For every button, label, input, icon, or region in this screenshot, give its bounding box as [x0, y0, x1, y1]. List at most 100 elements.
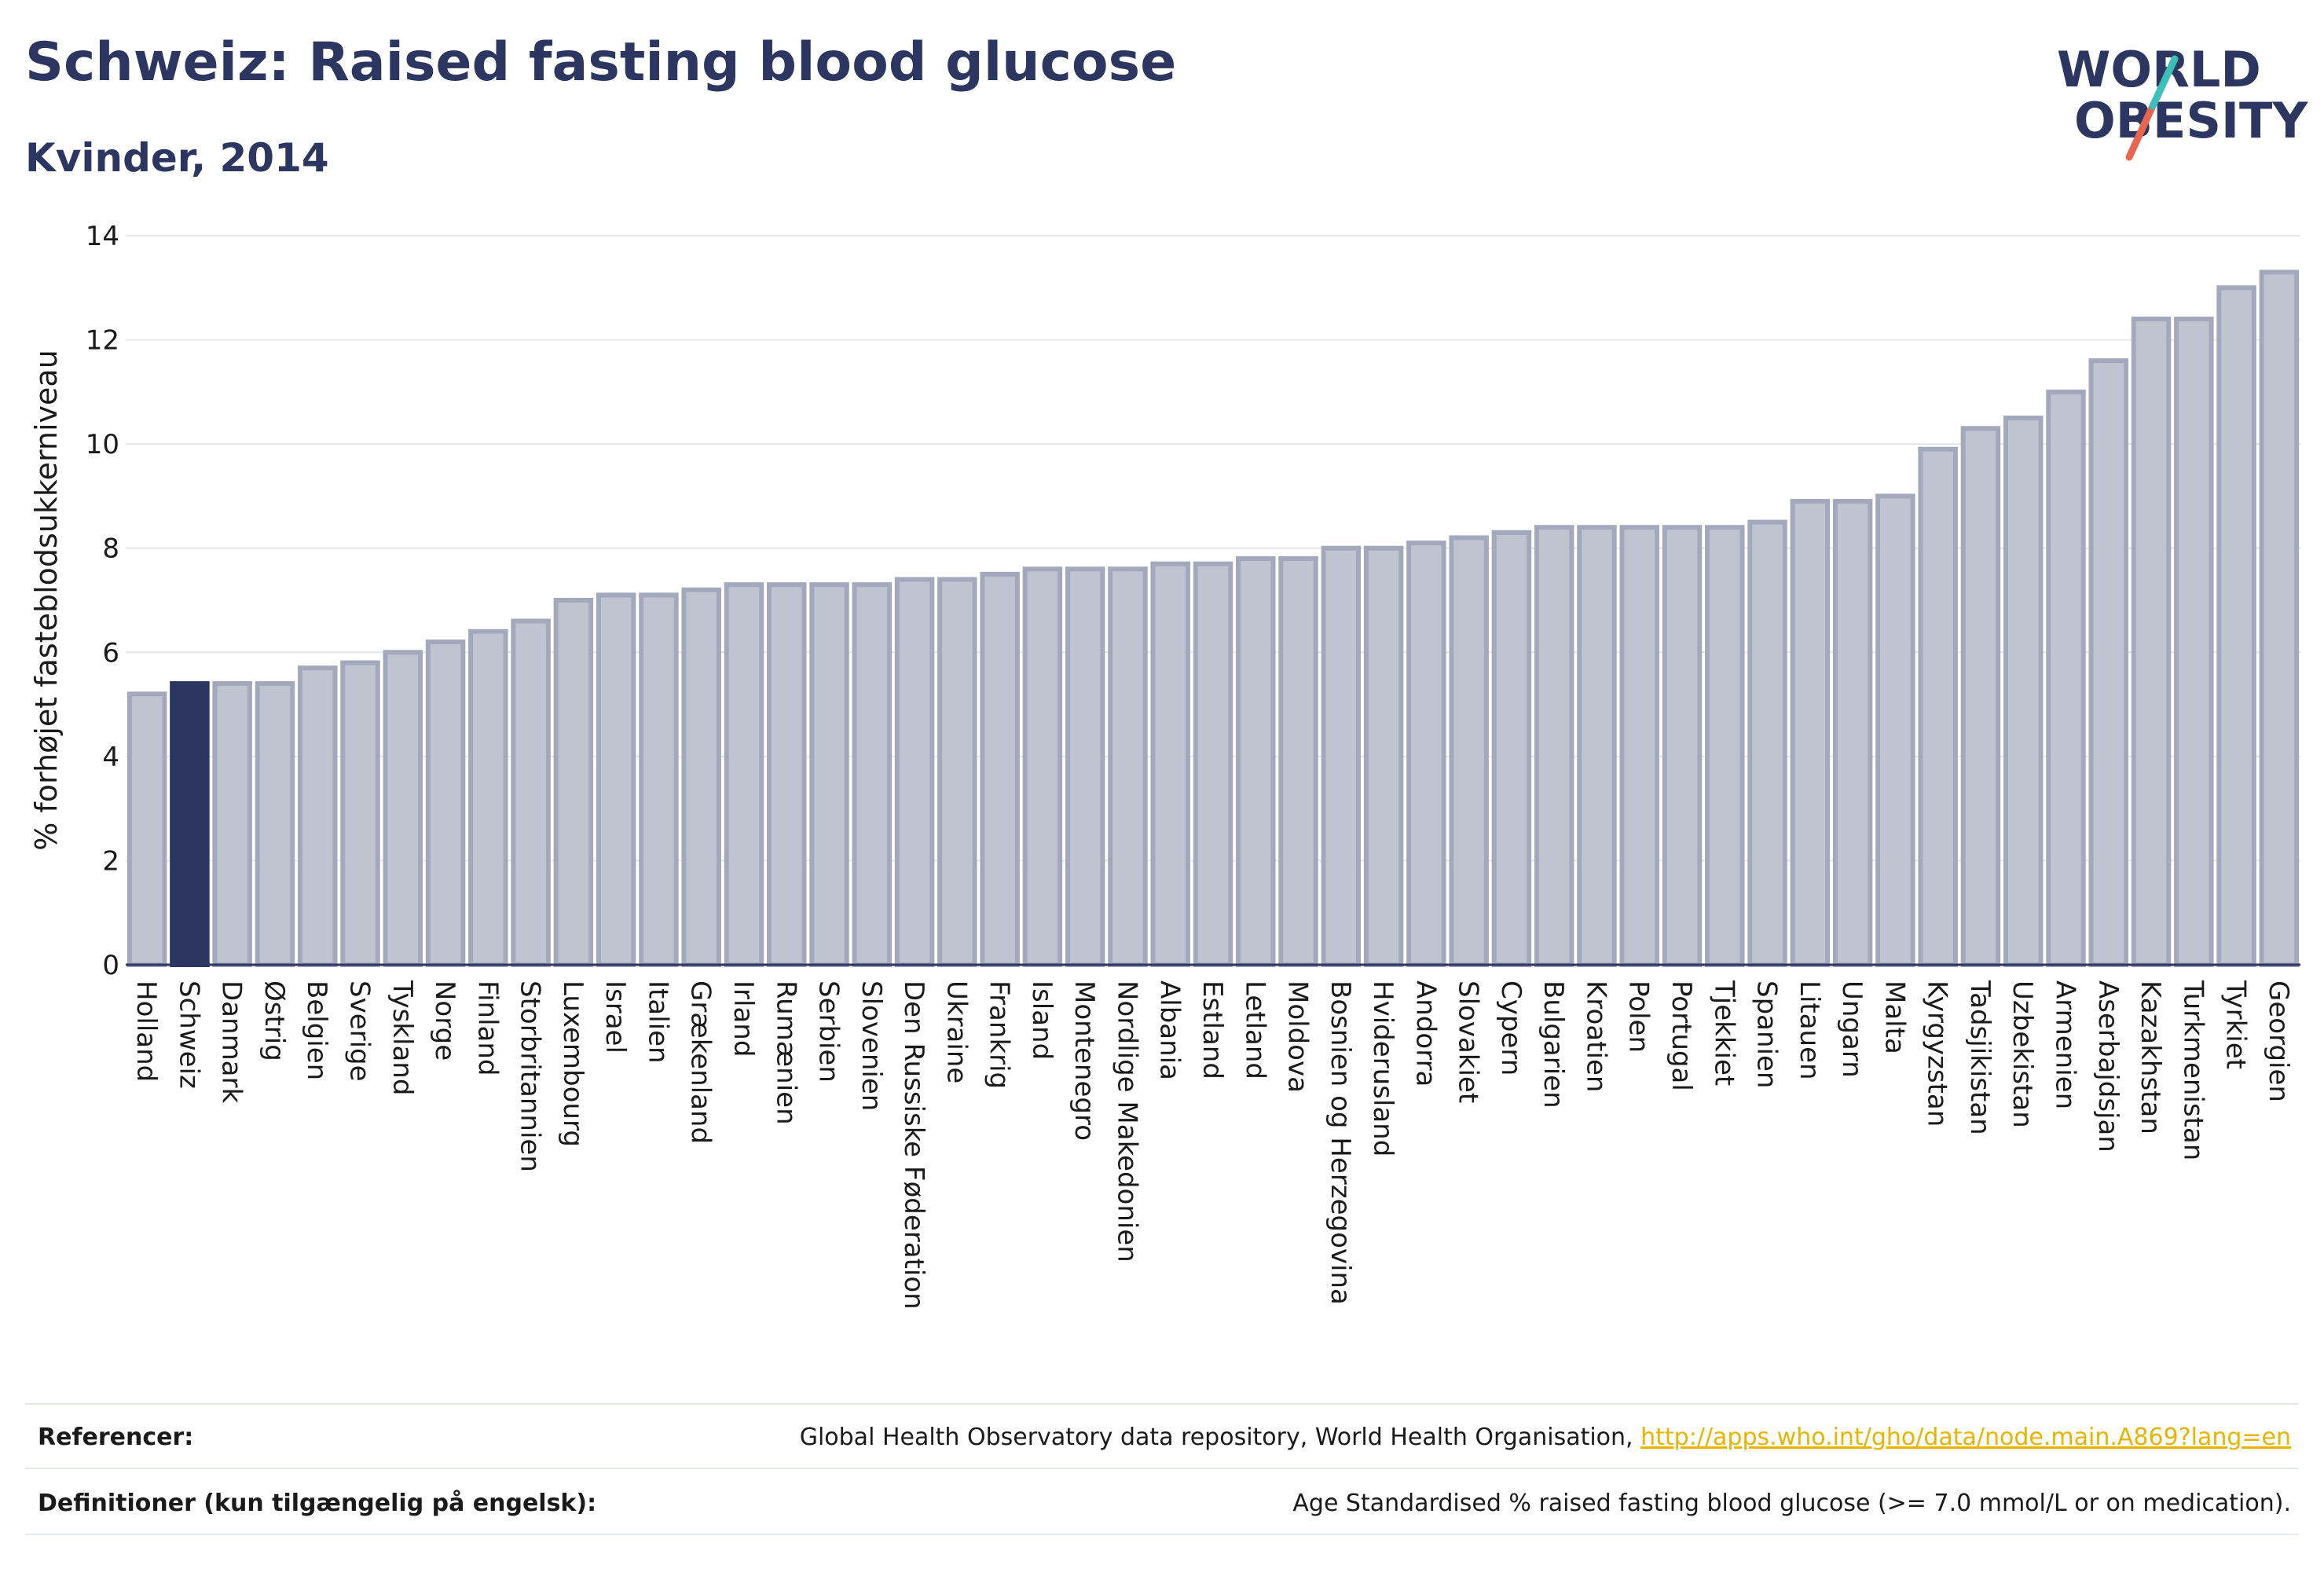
bar-25 — [1193, 561, 1233, 967]
bar-24 — [1150, 561, 1190, 967]
x-tick-label: Tjekkiet — [1708, 980, 1739, 1086]
y-tick-label: 6 — [102, 637, 119, 669]
bar-36 — [1662, 525, 1703, 967]
x-tick-label: Slovenien — [856, 980, 887, 1111]
bar-15 — [767, 582, 807, 967]
definitions-label: Definitioner (kun tilgængelig på engelsk… — [38, 1490, 597, 1517]
bar-49 — [2216, 285, 2256, 967]
x-tick-label: Moldova — [1282, 980, 1314, 1093]
bar-22 — [1065, 566, 1105, 967]
y-axis-label: % forhøjet fasteblodsukkerniveau — [29, 350, 64, 851]
bar-30 — [1406, 541, 1446, 967]
x-tick-label: Tyrkiet — [2220, 980, 2252, 1069]
bar-35 — [1619, 525, 1659, 967]
x-tick-label: Hviderusland — [1367, 980, 1398, 1156]
references-value: Global Health Observatory data repositor… — [800, 1424, 2291, 1451]
bar-10 — [553, 598, 594, 967]
y-tick-label: 12 — [86, 325, 119, 357]
y-tick-label: 4 — [102, 742, 119, 773]
bar-chart: 0 2 4 6 8 10 12 14 % forhøjet fasteblodsukkerniv… — [29, 221, 2300, 1310]
y-tick-label: 14 — [86, 221, 119, 252]
world-obesity-logo: WORLD OBESITY — [2057, 41, 2308, 161]
bar-31 — [1449, 535, 1489, 967]
x-tick-label: Rumænien — [770, 980, 801, 1125]
x-tick-label: Malta — [1879, 980, 1910, 1054]
bar-19 — [937, 577, 977, 967]
x-tick-label: Portugal — [1666, 980, 1697, 1091]
x-tick-label: Spanien — [1751, 980, 1783, 1088]
x-tick-label: Italien — [642, 980, 673, 1064]
x-tick-label: Serbien — [813, 980, 845, 1083]
x-tick-label: Holland — [130, 980, 162, 1082]
x-tick-label: Litauen — [1794, 980, 1825, 1080]
bar-6 — [383, 650, 423, 967]
bar-7 — [425, 640, 466, 967]
x-tick-label: Slovakiet — [1453, 980, 1484, 1103]
references-text: Global Health Observatory data repositor… — [799, 1424, 1633, 1451]
logo-line2: OBESITY — [2074, 92, 2308, 149]
bar-50 — [2259, 269, 2300, 967]
x-tick-label: Storbritannien — [515, 980, 546, 1172]
x-tick-label: Kroatien — [1580, 980, 1611, 1092]
bar-8 — [468, 629, 508, 967]
bar-27 — [1278, 555, 1318, 967]
x-tick-label: Albania — [1154, 980, 1186, 1080]
bar-34 — [1577, 525, 1617, 967]
y-tick-label: 8 — [102, 533, 119, 565]
x-tick-label: Polen — [1623, 980, 1655, 1053]
x-tick-label: Østrig — [258, 980, 290, 1061]
x-tick-label: Cypern — [1495, 980, 1527, 1076]
bar-16 — [809, 582, 849, 967]
x-tick-label: Bosnien og Herzegovina — [1325, 980, 1356, 1305]
x-tick-label: Grækenland — [685, 980, 717, 1144]
x-tick-label: Den Russiske Føderation — [898, 980, 929, 1310]
bar-33 — [1534, 525, 1574, 967]
references-label: Referencer: — [38, 1424, 194, 1451]
bar-44 — [2003, 416, 2044, 967]
x-tick-label: Sverige — [344, 980, 376, 1082]
bar-23 — [1108, 566, 1148, 967]
bar-37 — [1705, 525, 1745, 967]
references-link[interactable]: http://apps.who.int/gho/data/node.main.A… — [1640, 1424, 2291, 1451]
x-tick-label: Montenegro — [1069, 980, 1100, 1141]
bar-32 — [1491, 530, 1532, 967]
bar-4 — [297, 665, 338, 968]
x-tick-label: Israel — [599, 980, 631, 1054]
chart-subtitle: Kvinder, 2014 — [25, 135, 329, 181]
bar-18 — [894, 577, 935, 967]
bar-0 — [126, 691, 167, 967]
chart-title: Schweiz: Raised fasting blood glucose — [25, 31, 1177, 93]
definitions-value: Age Standardised % raised fasting blood … — [1292, 1490, 2291, 1517]
bar-38 — [1747, 519, 1787, 967]
x-tick-label: Aserbajdsjan — [2092, 980, 2124, 1153]
bar-39 — [1790, 499, 1831, 967]
bar-14 — [724, 582, 764, 967]
bar-42 — [1918, 446, 1958, 967]
bar-41 — [1875, 493, 1915, 967]
bar-29 — [1363, 545, 1404, 967]
x-tick-label: Letland — [1239, 980, 1270, 1079]
x-tick-label: Ungarn — [1836, 980, 1868, 1078]
bar-1 — [170, 681, 210, 967]
x-tick-label: Tadsjikistan — [1964, 980, 1996, 1135]
x-tick-label: Kyrgyzstan — [1922, 980, 1953, 1127]
bar-28 — [1321, 545, 1362, 967]
x-tick-label: Norge — [429, 980, 460, 1061]
x-tick-label: Luxembourg — [557, 980, 588, 1147]
x-tick-label: Andorra — [1409, 980, 1441, 1087]
bar-46 — [2088, 358, 2129, 968]
footer-divider-middle — [25, 1468, 2299, 1469]
bar-2 — [212, 681, 252, 967]
x-tick-label: Finland — [471, 980, 503, 1076]
bar-9 — [511, 618, 551, 967]
bar-12 — [639, 592, 679, 967]
x-tick-label: Belgien — [301, 980, 332, 1080]
bar-17 — [852, 582, 893, 967]
y-tick-label: 2 — [102, 845, 119, 877]
bar-20 — [980, 571, 1020, 967]
x-tick-label: Estland — [1197, 980, 1228, 1079]
bar-3 — [255, 681, 295, 967]
x-tick-label: Georgien — [2263, 980, 2294, 1102]
y-tick-label: 10 — [86, 429, 119, 460]
bar-21 — [1022, 566, 1063, 967]
